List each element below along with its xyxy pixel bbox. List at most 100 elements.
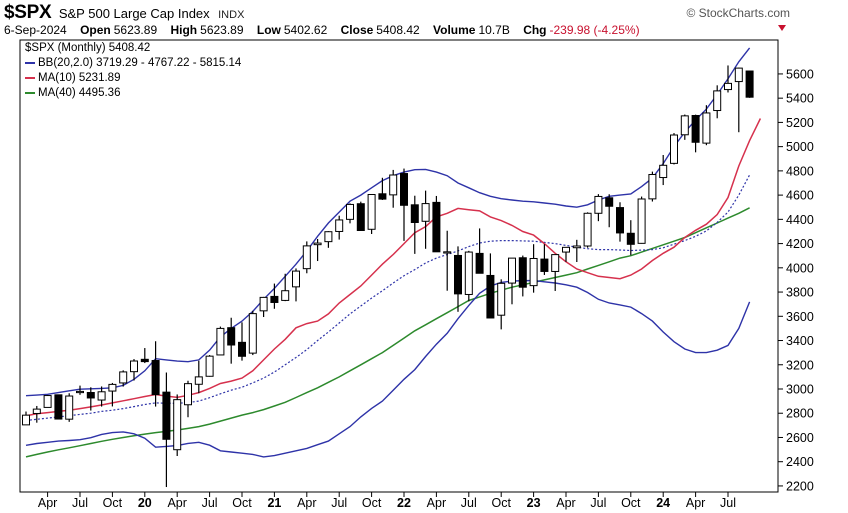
quote-line: 6-Sep-2024 Open 5623.89 High 5623.89 Low 54… (4, 23, 640, 37)
candle-body (173, 399, 182, 451)
candle-body (486, 274, 495, 319)
candle-body (205, 355, 214, 377)
candle-body (97, 391, 106, 401)
change-value: -239.98 (-4.25%) (549, 23, 640, 37)
x-tick-label: 21 (267, 496, 281, 510)
legend-label: MA(40) 4495.36 (38, 87, 121, 99)
candle-body (702, 112, 711, 144)
x-tick-label: Jul (72, 496, 88, 510)
open-value: 5623.89 (113, 23, 158, 37)
y-tick-label: 5400 (786, 92, 814, 106)
quote-date: 6-Sep-2024 (4, 23, 67, 37)
candle-body (216, 327, 225, 356)
candle-body (605, 197, 614, 207)
candle-body (443, 251, 452, 254)
candle-body (432, 201, 441, 253)
candle-body (648, 174, 657, 200)
y-tick-label: 5000 (786, 140, 814, 154)
y-tick-label: 3800 (786, 286, 814, 300)
candle-body (281, 290, 290, 301)
candle-body (616, 207, 624, 234)
plot-frame (19, 39, 779, 493)
x-tick-label: 20 (138, 496, 152, 510)
x-tick-label: Apr (427, 496, 446, 510)
y-tick-label: 3000 (786, 382, 814, 396)
candle-body (54, 394, 63, 420)
legend-price: $SPX (Monthly) 5408.42 (25, 41, 150, 55)
candle-body (32, 408, 41, 414)
legend-ma10: MA(10) 5231.89 (25, 71, 120, 85)
legend-label: MA(10) 5231.89 (38, 72, 121, 84)
candle-body (464, 251, 473, 295)
legend-bb: BB(20,2.0) 3719.29 - 4767.22 - 5815.14 (25, 56, 241, 70)
x-tick-label: Jul (202, 496, 218, 510)
volume-value: 10.7B (478, 23, 510, 37)
y-tick-label: 3200 (786, 358, 814, 372)
close-label: Close (340, 23, 374, 37)
open-label: Open (80, 23, 111, 37)
x-tick-label: Oct (621, 496, 641, 510)
x-tick-label: Oct (232, 496, 252, 510)
y-tick-label: 2400 (786, 455, 814, 469)
candle-body (659, 164, 668, 179)
x-tick-label: Jul (720, 496, 736, 510)
candle-body (637, 198, 646, 244)
down-arrow-icon (778, 25, 786, 31)
ma10-line (25, 118, 762, 417)
candle-body (184, 383, 192, 406)
chart-header: $SPX S&P 500 Large Cap Index INDX (4, 2, 245, 23)
legend-ma40: MA(40) 4495.36 (25, 86, 120, 100)
candle-body (270, 295, 279, 303)
candle-body (410, 204, 419, 223)
y-tick-label: 4200 (786, 237, 814, 251)
candle-body (454, 254, 462, 295)
y-tick-label: 4000 (786, 261, 814, 275)
y-tick-label: 4400 (786, 213, 814, 227)
high-value: 5623.89 (200, 23, 244, 37)
candle-body (497, 282, 506, 316)
legend-label: BB(20,2.0) 3719.29 - 4767.22 - 5815.14 (38, 57, 242, 69)
candle-body (313, 242, 322, 246)
x-tick-label: Oct (103, 496, 123, 510)
exchange-code: INDX (218, 9, 245, 21)
candle-body (335, 219, 344, 232)
volume-label: Volume (433, 23, 476, 37)
x-tick-label: Jul (590, 496, 606, 510)
y-tick-label: 4600 (786, 189, 814, 203)
y-tick-label: 5600 (786, 67, 814, 81)
candle-body (238, 341, 246, 357)
change-label: Chg (523, 23, 547, 37)
candle-body (389, 174, 398, 196)
candle-body (562, 246, 570, 253)
x-tick-label: Apr (167, 496, 186, 510)
candle-body (151, 360, 160, 396)
y-tick-label: 5200 (786, 116, 814, 130)
ma40-line (25, 207, 750, 458)
y-tick-label: 3400 (786, 334, 814, 348)
legend-swatch (25, 61, 35, 64)
x-tick-label: 23 (527, 496, 541, 510)
bb-lower-line (25, 279, 751, 458)
candle-body (346, 203, 354, 220)
y-tick-label: 2800 (786, 407, 814, 421)
candle-body (76, 390, 84, 394)
high-label: High (170, 23, 198, 37)
y-tick-label: 3600 (786, 310, 814, 324)
candle-body (594, 195, 603, 214)
candle-body (475, 252, 484, 274)
candle-body (713, 90, 722, 112)
candle-body (86, 392, 95, 399)
close-value: 5408.42 (376, 23, 420, 37)
candle-body (367, 194, 376, 230)
candle-body (43, 395, 52, 408)
candle-body (518, 257, 527, 288)
brand-watermark[interactable]: © StockCharts.com (686, 6, 790, 20)
y-tick-label: 2600 (786, 431, 814, 445)
candle-body (508, 257, 516, 284)
x-tick-label: Jul (461, 496, 477, 510)
candle-body (119, 371, 128, 384)
candle-body (540, 258, 549, 272)
candle-body (108, 383, 117, 392)
x-tick-label: Jul (331, 496, 347, 510)
